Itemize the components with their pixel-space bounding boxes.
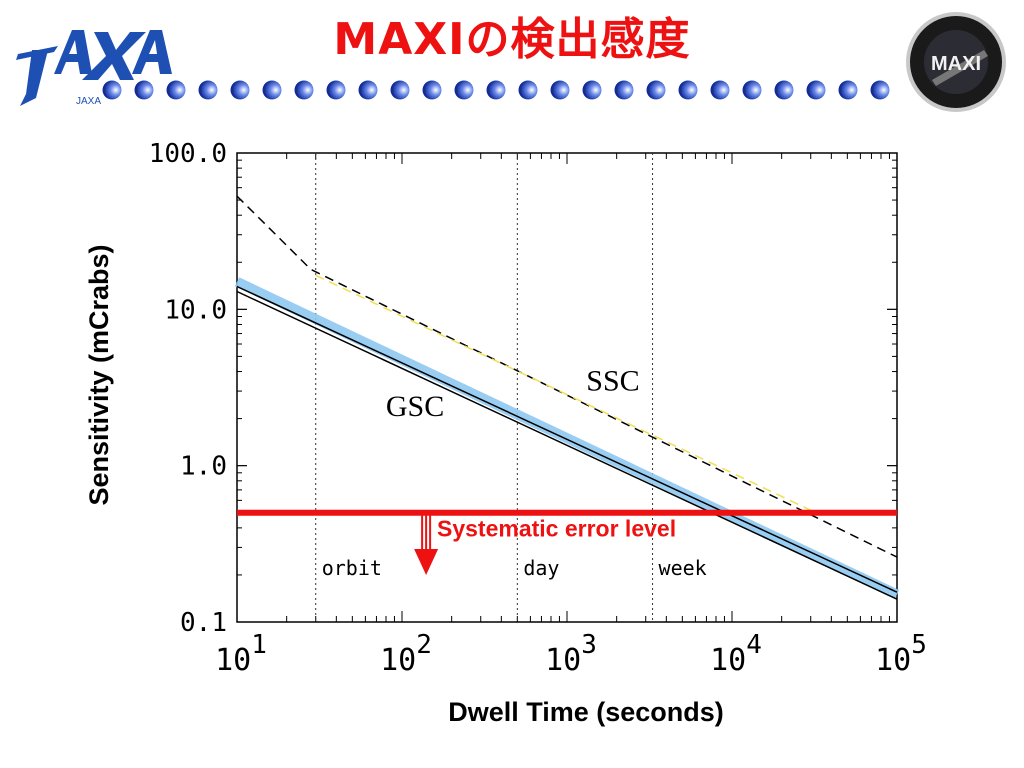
decorative-dot	[870, 80, 890, 100]
series-line	[236, 290, 898, 600]
systematic-error-label: Systematic error level	[437, 516, 676, 542]
decorative-dot	[198, 80, 218, 100]
x-tick-label: 104	[710, 630, 762, 678]
decorative-dot	[742, 80, 762, 100]
series-annotation: GSC	[386, 390, 444, 423]
time-marker-label: day	[523, 556, 559, 580]
x-tick-label: 102	[380, 630, 432, 678]
decorative-dot	[774, 80, 794, 100]
y-axis-label: Sensitivity (mCrabs)	[84, 244, 114, 505]
decorative-dot	[102, 80, 122, 100]
decorative-dot	[838, 80, 858, 100]
y-tick-label: 10.0	[164, 295, 227, 325]
decorative-dot	[678, 80, 698, 100]
maxi-emblem: MAXI	[906, 12, 1006, 112]
time-marker-label: orbit	[322, 556, 382, 580]
decorative-dot	[550, 80, 570, 100]
series-line	[315, 274, 823, 517]
x-tick-label: 101	[215, 630, 267, 678]
decorative-dot	[582, 80, 602, 100]
series-line	[234, 277, 900, 600]
decorative-dot	[230, 80, 250, 100]
x-tick-label: 105	[875, 630, 927, 678]
decorative-dot	[518, 80, 538, 100]
decorative-dot	[294, 80, 314, 100]
decorative-dot-row	[102, 80, 890, 100]
limit-arrow-head	[414, 548, 439, 575]
decorative-dot	[358, 80, 378, 100]
x-axis-label: Dwell Time (seconds)	[448, 697, 724, 727]
decorative-dot	[166, 80, 186, 100]
decorative-dot	[614, 80, 634, 100]
decorative-dot	[710, 80, 730, 100]
decorative-dot	[262, 80, 282, 100]
x-tick-label: 103	[545, 630, 597, 678]
series-line	[236, 195, 898, 558]
decorative-dot	[390, 80, 410, 100]
emblem-text: MAXI	[931, 53, 981, 75]
decorative-dot	[454, 80, 474, 100]
jaxa-logo: JAXA	[16, 30, 172, 106]
decorative-dot	[806, 80, 826, 100]
series-line	[236, 285, 898, 593]
decorative-dot	[422, 80, 442, 100]
decorative-dot	[326, 80, 346, 100]
y-tick-label: 100.0	[149, 139, 227, 169]
decorative-dot	[134, 80, 154, 100]
decorative-dot	[646, 80, 666, 100]
decorative-dot	[486, 80, 506, 100]
time-marker-label: week	[659, 556, 707, 580]
jaxa-logo-text: JAXA	[76, 96, 101, 106]
series-annotation: SSC	[586, 365, 639, 398]
slide-title: MAXIの検出感度	[333, 14, 691, 65]
y-tick-label: 1.0	[180, 452, 227, 482]
y-tick-label: 0.1	[180, 608, 227, 638]
